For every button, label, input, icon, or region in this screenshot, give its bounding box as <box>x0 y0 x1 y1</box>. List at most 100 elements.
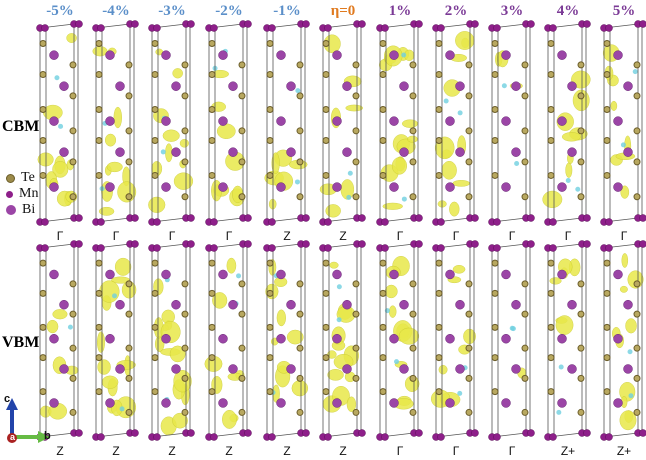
bi-atom <box>286 81 296 91</box>
bi-atom <box>567 81 577 91</box>
mn-atom <box>639 240 646 248</box>
mn-atom <box>324 24 332 32</box>
bi-atom <box>218 269 228 280</box>
bi-atom <box>557 116 567 126</box>
te-atom <box>352 310 360 318</box>
te-atom <box>39 323 47 331</box>
te-atom <box>181 374 189 382</box>
bi-atom <box>445 269 455 280</box>
bi-atom <box>455 81 465 91</box>
te-atom <box>39 388 47 396</box>
bi-atom <box>171 299 181 310</box>
mn-atom <box>381 24 389 32</box>
te-atom <box>465 158 473 166</box>
charge-density-isosurface <box>291 380 309 397</box>
te-atom <box>296 127 304 135</box>
te-atom <box>491 137 499 145</box>
charge-density-negative <box>54 75 60 81</box>
bi-atom <box>342 147 352 157</box>
te-atom <box>125 193 133 201</box>
bi-atom <box>501 50 511 60</box>
te-atom <box>491 354 499 362</box>
charge-density-isosurface <box>346 396 357 413</box>
mn-atom <box>381 218 389 226</box>
charge-density-isosurface <box>452 265 466 274</box>
bi-atom <box>501 116 511 126</box>
charge-density-isosurface <box>98 206 115 216</box>
mn-atom <box>381 244 389 252</box>
te-atom <box>491 259 499 267</box>
te-atom <box>125 158 133 166</box>
bi-atom <box>445 398 455 408</box>
te-atom <box>151 71 159 79</box>
mn-atom <box>471 429 479 437</box>
bi-atom <box>59 364 69 374</box>
bi-atom <box>49 398 59 408</box>
charge-density-isosurface <box>66 33 77 43</box>
bi-atom <box>228 364 238 374</box>
bi-atom <box>276 50 286 60</box>
axis-a-label: a <box>10 432 16 442</box>
charge-density-isosurface <box>99 280 120 303</box>
te-atom <box>577 374 585 382</box>
te-atom <box>238 344 246 352</box>
mn-atom <box>471 214 479 222</box>
te-atom <box>352 344 360 352</box>
mn-atom <box>97 218 105 226</box>
mn-atom <box>639 429 646 437</box>
te-atom <box>465 344 473 352</box>
te-atom <box>95 137 103 145</box>
bi-atom <box>49 333 59 344</box>
bi-atom <box>115 81 125 91</box>
te-atom <box>125 92 133 100</box>
te-atom <box>603 259 611 267</box>
te-atom <box>181 344 189 352</box>
cbm-kpoint-label: Γ <box>112 229 120 243</box>
bi-atom <box>389 50 399 60</box>
mn-atom <box>210 24 218 32</box>
charge-density-isosurface <box>329 261 339 269</box>
mn-atom <box>415 20 423 28</box>
strain-label: 4% <box>556 3 580 19</box>
te-atom <box>491 40 499 48</box>
mn-atom <box>97 433 105 441</box>
te-atom <box>409 310 417 318</box>
mn-atom <box>302 429 310 437</box>
te-atom <box>322 137 330 145</box>
bi-atom <box>613 50 623 60</box>
charge-density-isosurface <box>384 284 398 299</box>
bi-atom <box>276 182 286 192</box>
te-atom <box>125 127 133 135</box>
te-atom <box>181 193 189 201</box>
vbm-kpoint-label: Γ <box>396 444 404 458</box>
te-atom <box>266 137 274 145</box>
te-atom <box>125 408 133 416</box>
te-atom <box>379 354 387 362</box>
bi-atom <box>399 299 409 310</box>
te-atom <box>633 374 641 382</box>
charge-density-isosurface <box>398 327 420 345</box>
te-atom <box>577 127 585 135</box>
te-atom <box>633 158 641 166</box>
charge-density-negative <box>627 349 633 355</box>
bi-atom <box>445 50 455 60</box>
te-atom <box>266 71 274 79</box>
cbm-kpoint-label: Γ <box>452 229 460 243</box>
bi-atom <box>161 333 171 344</box>
mn-atom <box>415 214 423 222</box>
vbm-kpoint-label: Z <box>56 444 64 458</box>
bi-atom <box>501 269 511 280</box>
charge-density-isosurface <box>97 359 111 375</box>
mn-atom <box>583 429 591 437</box>
te-atom <box>181 310 189 318</box>
charge-density-negative <box>119 406 125 412</box>
mn-atom <box>268 218 276 226</box>
te-atom <box>238 374 246 382</box>
te-atom <box>547 40 555 48</box>
mn-atom <box>41 218 49 226</box>
mn-atom <box>153 244 161 252</box>
strain-label: 2% <box>444 3 468 19</box>
mn-atom <box>549 244 557 252</box>
te-atom <box>208 259 216 267</box>
mn-atom <box>187 214 195 222</box>
